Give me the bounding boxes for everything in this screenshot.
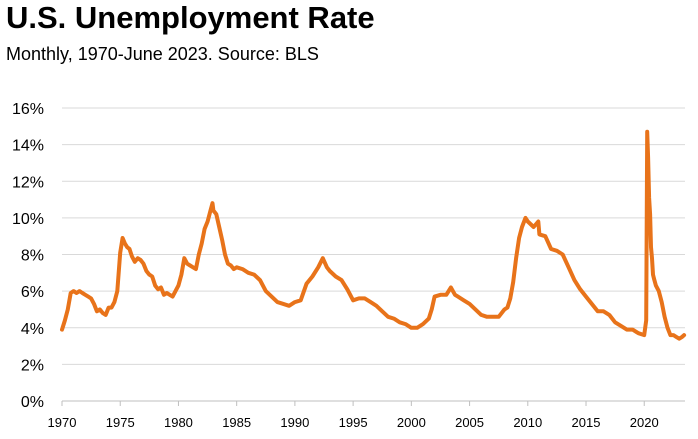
x-tick-label: 2005: [455, 415, 484, 430]
x-tick-label: 1975: [106, 415, 135, 430]
gridlines: [62, 107, 685, 402]
x-tick-label: 2000: [397, 415, 426, 430]
y-tick-label: 14%: [12, 138, 44, 155]
x-tick-label: 1985: [222, 415, 251, 430]
x-tick-label: 1995: [339, 415, 368, 430]
y-tick-label: 2%: [21, 357, 44, 374]
x-tick-label: 2020: [630, 415, 659, 430]
chart-title: U.S. Unemployment Rate: [6, 0, 375, 35]
y-tick-label: 0%: [21, 394, 44, 411]
series-layer: [60, 129, 687, 341]
series-line-0: [60, 129, 687, 341]
x-tick-label: 1970: [48, 415, 77, 430]
y-tick-label: 16%: [12, 101, 44, 118]
x-tick-label: 2015: [572, 415, 601, 430]
y-tick-label: 12%: [12, 174, 44, 191]
x-axis-tick-labels: 1970 1975 1980 1985 1990 1995 2000 2005 2010 2015…: [48, 401, 659, 430]
y-tick-label: 10%: [12, 211, 44, 228]
x-tick-label: 1990: [280, 415, 309, 430]
y-tick-label: 4%: [21, 321, 44, 338]
x-tick-label: 1980: [164, 415, 193, 430]
chart-subtitle: Monthly, 1970-June 2023. Source: BLS: [6, 44, 319, 64]
y-axis-tick-labels: 0% 2% 4% 6% 8% 10% 12% 14% 16%: [12, 101, 44, 411]
x-tick-label: 2010: [513, 415, 542, 430]
y-tick-label: 8%: [21, 248, 44, 265]
y-tick-label: 6%: [21, 284, 44, 301]
